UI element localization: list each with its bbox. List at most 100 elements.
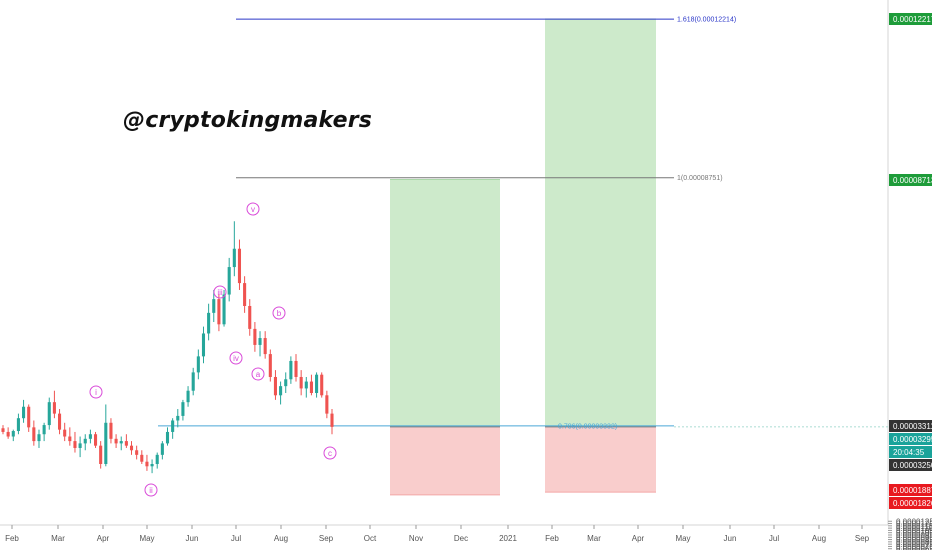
candle-body <box>135 450 139 455</box>
wave-label: ii <box>149 486 153 495</box>
price-tag-label: 0.00008713 <box>893 176 932 185</box>
candle-body <box>16 418 20 432</box>
candle-body <box>217 299 221 325</box>
x-tick-label: May <box>675 534 690 543</box>
candle-body <box>232 248 236 268</box>
x-tick-label: Oct <box>364 534 377 543</box>
price-tag <box>889 13 932 25</box>
candle-body <box>114 438 118 444</box>
candle-body <box>273 376 277 396</box>
wave-label: iii <box>217 288 223 297</box>
candle-body <box>294 360 298 377</box>
candle-body <box>299 376 303 389</box>
price-tag <box>889 484 932 496</box>
wave-label-circle <box>144 483 158 497</box>
wave-label-circle <box>213 285 227 299</box>
price-tag <box>889 446 932 458</box>
x-tick-label: Aug <box>274 534 288 543</box>
price-tag-label: 20:04:35 <box>893 448 925 457</box>
candle-body <box>140 454 144 462</box>
wave-label-circle <box>246 202 260 216</box>
loss-zone <box>545 426 656 493</box>
candle-body <box>83 438 87 444</box>
price-tag-label: 0.00003295 <box>893 435 932 444</box>
candle-body <box>63 429 67 437</box>
candle-body <box>309 381 313 394</box>
candle-body <box>325 395 329 414</box>
candle-body <box>129 445 134 451</box>
y-tick-label: 0.00000650 <box>896 545 932 550</box>
x-tick-label: Sep <box>319 534 334 543</box>
candle-body <box>27 406 31 428</box>
x-tick-label: Jul <box>769 534 779 543</box>
wave-label-circle <box>272 306 286 320</box>
candle-body <box>52 402 56 414</box>
price-tag <box>889 433 932 445</box>
x-tick-label: Sep <box>855 534 870 543</box>
candle-body <box>248 305 252 329</box>
candle-body <box>1 428 5 432</box>
price-axis <box>888 0 932 550</box>
price-tag <box>889 420 932 432</box>
wave-label: c <box>328 449 332 458</box>
candle-body <box>268 354 272 377</box>
candle-body <box>315 374 319 394</box>
candle-body <box>289 360 293 380</box>
candle-body <box>11 431 15 437</box>
x-tick-label: Apr <box>632 534 645 543</box>
candle-body <box>155 454 159 464</box>
x-tick-label: Feb <box>5 534 19 543</box>
wave-label-circle <box>89 385 103 399</box>
profit-zone <box>390 179 500 427</box>
candle-body <box>145 461 149 467</box>
price-tag <box>889 174 932 186</box>
price-tag <box>889 497 932 509</box>
candle-body <box>42 425 46 435</box>
candle-body <box>6 431 10 437</box>
watermark-text: @cryptokingmakers <box>123 108 373 133</box>
x-tick-label: May <box>139 534 154 543</box>
wave-label: v <box>251 205 255 214</box>
x-tick-label: Feb <box>545 534 559 543</box>
candle-body <box>222 294 226 325</box>
price-tag-label: 0.00003250 <box>893 461 932 470</box>
fib-label: 1.618(0.00012214) <box>677 17 736 24</box>
wave-label: b <box>277 309 282 318</box>
candle-body <box>176 415 180 421</box>
candle-body <box>237 248 242 284</box>
candle-body <box>58 413 62 430</box>
wave-label: a <box>256 370 261 379</box>
candle-body <box>165 431 170 444</box>
candle-body <box>279 386 283 396</box>
candle-body <box>284 379 288 387</box>
x-tick-label: 2021 <box>499 534 517 543</box>
x-tick-label: Aug <box>812 534 826 543</box>
candle-body <box>88 434 92 439</box>
loss-zone <box>390 426 500 495</box>
candle-body <box>99 445 103 464</box>
x-tick-label: Mar <box>587 534 601 543</box>
candle-body <box>330 413 334 427</box>
wave-label-circle <box>229 351 243 365</box>
candle-body <box>186 390 190 403</box>
profit-zone <box>545 18 656 427</box>
price-tag-label: 0.00012217 <box>893 15 932 24</box>
candle-body <box>196 356 200 373</box>
candle-body <box>104 422 108 464</box>
candle-body <box>150 464 154 467</box>
price-tag-label: 0.00003311 <box>893 422 932 431</box>
candle-body <box>320 374 324 396</box>
x-tick-label: Apr <box>97 534 110 543</box>
